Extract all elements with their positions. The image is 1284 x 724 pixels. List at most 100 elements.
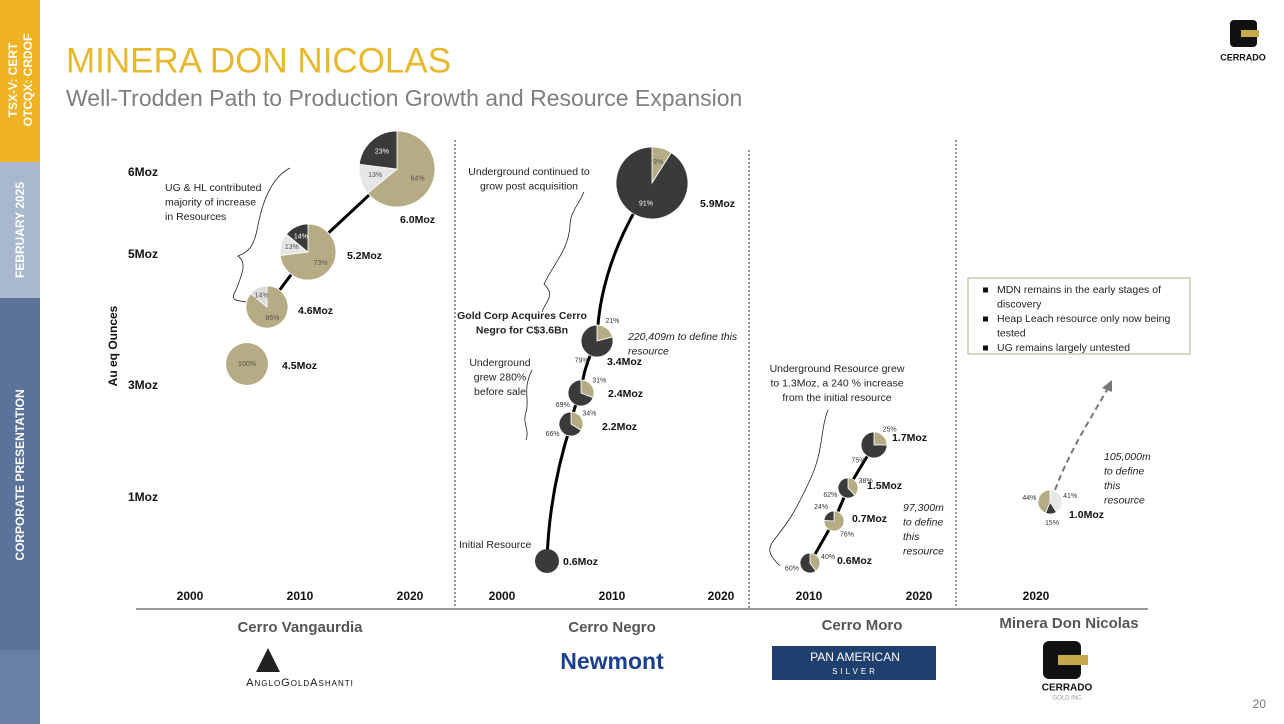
pie: 38% 62% bbox=[823, 477, 873, 499]
slice-label: 21% bbox=[605, 318, 619, 325]
pie: 25% 75% bbox=[851, 426, 896, 464]
slice-label: 14% bbox=[294, 234, 308, 241]
bubble-label: 4.6Moz bbox=[298, 305, 333, 317]
pie-slice bbox=[837, 477, 856, 499]
annotation: before sale bbox=[474, 386, 526, 398]
y-tick-label: 3Moz bbox=[128, 378, 158, 392]
slice-label: 24% bbox=[814, 504, 828, 511]
brace bbox=[769, 409, 829, 567]
x-tick-label: 2000 bbox=[177, 589, 204, 603]
slice-label: 86% bbox=[265, 315, 279, 322]
pie-slice bbox=[358, 130, 398, 170]
logo-text: CERRADO bbox=[1220, 52, 1266, 62]
annotation: UG & HL contributed bbox=[165, 182, 262, 194]
pie: 31% 69% bbox=[556, 377, 606, 409]
slice-label: 66% bbox=[546, 431, 560, 438]
pie-slice bbox=[535, 549, 559, 573]
title: MINERA DON NICOLAS bbox=[66, 41, 451, 80]
arrow bbox=[1054, 387, 1109, 491]
pie-slice bbox=[250, 285, 268, 308]
pie: 34% 66% bbox=[546, 411, 597, 438]
sidebar-bottom bbox=[0, 650, 40, 724]
slice-label: 31% bbox=[592, 377, 606, 384]
annotation: to define bbox=[1104, 465, 1144, 477]
annotation: grow post acquisition bbox=[480, 180, 578, 192]
slice-label: 23% bbox=[375, 149, 389, 156]
pie-slice bbox=[580, 379, 595, 399]
y-tick-label: 6Moz bbox=[128, 165, 158, 179]
slice-label: 34% bbox=[582, 411, 596, 418]
bullet bbox=[983, 287, 988, 293]
bullet-text: MDN remains in the early stages of bbox=[997, 284, 1161, 296]
slice-label: 73% bbox=[314, 260, 328, 267]
x-tick-label: 2010 bbox=[796, 589, 823, 603]
arrow-head bbox=[1102, 380, 1112, 392]
pie: 21% 79% bbox=[575, 318, 620, 365]
company-name: Cerro Negro bbox=[568, 619, 656, 636]
slice-label: 44% bbox=[1022, 495, 1036, 502]
ticker: TSX-V: CERT bbox=[6, 42, 20, 117]
subtitle: Well-Trodden Path to Production Growth a… bbox=[66, 85, 742, 111]
y-tick-label: 1Moz bbox=[128, 490, 158, 504]
logo-box bbox=[772, 646, 936, 680]
slice-label: 69% bbox=[556, 402, 570, 409]
sidebar-top bbox=[0, 0, 40, 162]
logo-text: Newmont bbox=[560, 648, 664, 674]
x-tick-label: 2020 bbox=[1023, 589, 1050, 603]
slice-label: 25% bbox=[883, 426, 897, 433]
company-name: Cerro Vangaurdia bbox=[237, 619, 363, 636]
pie: 76% 24% bbox=[814, 504, 854, 539]
logo-text: CERRADO bbox=[1042, 683, 1093, 694]
separators bbox=[454, 140, 957, 608]
pie-slice bbox=[558, 411, 582, 437]
pie-slice bbox=[615, 146, 689, 220]
slice-label: 38% bbox=[859, 478, 873, 485]
y-tick-label: 5Moz bbox=[128, 247, 158, 261]
brace bbox=[541, 191, 585, 313]
date: FEBRUARY 2025 bbox=[13, 182, 27, 278]
annotation: resource bbox=[903, 545, 944, 557]
annotation: grew 280% bbox=[474, 371, 527, 383]
ticker: OTCQX: CRDOF bbox=[21, 34, 35, 127]
bubble-label: 3.4Moz bbox=[607, 356, 642, 368]
pie-slice bbox=[245, 285, 289, 329]
pie-slice bbox=[1037, 489, 1051, 514]
pie: 9% 91% bbox=[615, 146, 689, 220]
company-name: Minera Don Nicolas bbox=[999, 615, 1138, 632]
company-name: Cerro Moro bbox=[822, 617, 903, 634]
pie-slice bbox=[823, 510, 845, 532]
mdn-box bbox=[967, 277, 1191, 355]
braces bbox=[232, 167, 829, 567]
bubble-label: 0.6Moz bbox=[563, 556, 598, 568]
bubble-label: 2.2Moz bbox=[602, 421, 637, 433]
pie-slice bbox=[367, 130, 436, 208]
logo-text: PAN AMERICAN bbox=[810, 650, 900, 664]
slice-label: 15% bbox=[1045, 520, 1059, 527]
brace bbox=[524, 369, 533, 441]
pie: 40% 60% bbox=[785, 552, 835, 574]
slice-label: 60% bbox=[785, 566, 799, 573]
company-logos: AngloGoldAshanti Newmont PAN AMERICAN SILVE… bbox=[246, 641, 1092, 702]
annotation: Initial Resource bbox=[459, 539, 532, 551]
annotation: Underground Resource grew bbox=[770, 363, 905, 375]
bubble-label: 4.5Moz bbox=[282, 360, 317, 372]
annotation: Negro for C$3.6Bn bbox=[476, 324, 568, 336]
bubble-label: 5.9Moz bbox=[700, 198, 735, 210]
annotation: resource bbox=[1104, 494, 1145, 506]
annotation: 97,300m bbox=[903, 502, 944, 514]
sidebar-low bbox=[0, 298, 40, 650]
slice-label: 76% bbox=[840, 532, 854, 539]
bullet bbox=[983, 316, 988, 322]
pie bbox=[535, 549, 559, 573]
annotation: this bbox=[1104, 480, 1121, 492]
annotation: this bbox=[903, 531, 920, 543]
pie-slice bbox=[847, 477, 859, 496]
x-tick-label: 2020 bbox=[708, 589, 735, 603]
annotation: Underground continued to bbox=[468, 166, 590, 178]
annotation: in Resources bbox=[165, 211, 226, 223]
bubble-label: 1.5Moz bbox=[867, 480, 902, 492]
bubble-label: 0.7Moz bbox=[852, 513, 887, 525]
pie-slice bbox=[567, 379, 594, 407]
annotation: resource bbox=[628, 345, 669, 357]
slice-label: 75% bbox=[851, 457, 865, 464]
